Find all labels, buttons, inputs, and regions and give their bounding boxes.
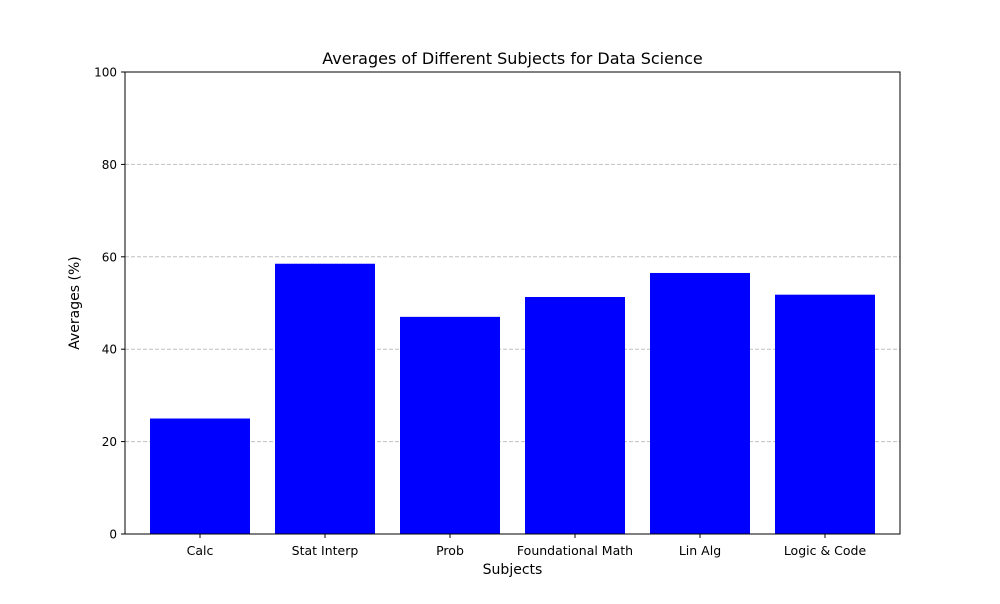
y-axis-label: Averages (%) [67,256,83,349]
bar-stat-interp [275,263,375,534]
bar-foundational-math [525,296,625,534]
x-tick-label: Lin Alg [679,543,721,558]
y-tick-label: 80 [102,158,117,172]
x-tick-label: Prob [436,543,464,558]
y-tick-label: 20 [102,435,117,449]
y-tick-label: 100 [94,66,117,80]
y-tick-label: 0 [109,528,117,542]
bar-calc [150,418,250,534]
x-tick-label: Logic & Code [784,543,867,558]
gridlines [125,163,900,443]
y-tick-label: 60 [102,250,117,264]
x-tick-label: Stat Interp [292,543,359,558]
plot-frame [124,71,901,535]
y-axis-ticks: 0 20 40 60 80 100 [94,66,125,542]
y-tick-label: 40 [102,343,117,357]
bar-logic-code [775,294,875,534]
x-axis-ticks: Calc Stat Interp Prob Foundational Math Lin … [187,534,867,558]
x-tick-label: Foundational Math [517,543,633,558]
bar-lin-alg [650,272,750,534]
bars [150,263,875,534]
x-tick-label: Calc [187,543,214,558]
bar-prob [400,316,500,534]
x-axis-label: Subjects [483,562,543,578]
chart-title: Averages of Different Subjects for Data … [322,49,702,68]
